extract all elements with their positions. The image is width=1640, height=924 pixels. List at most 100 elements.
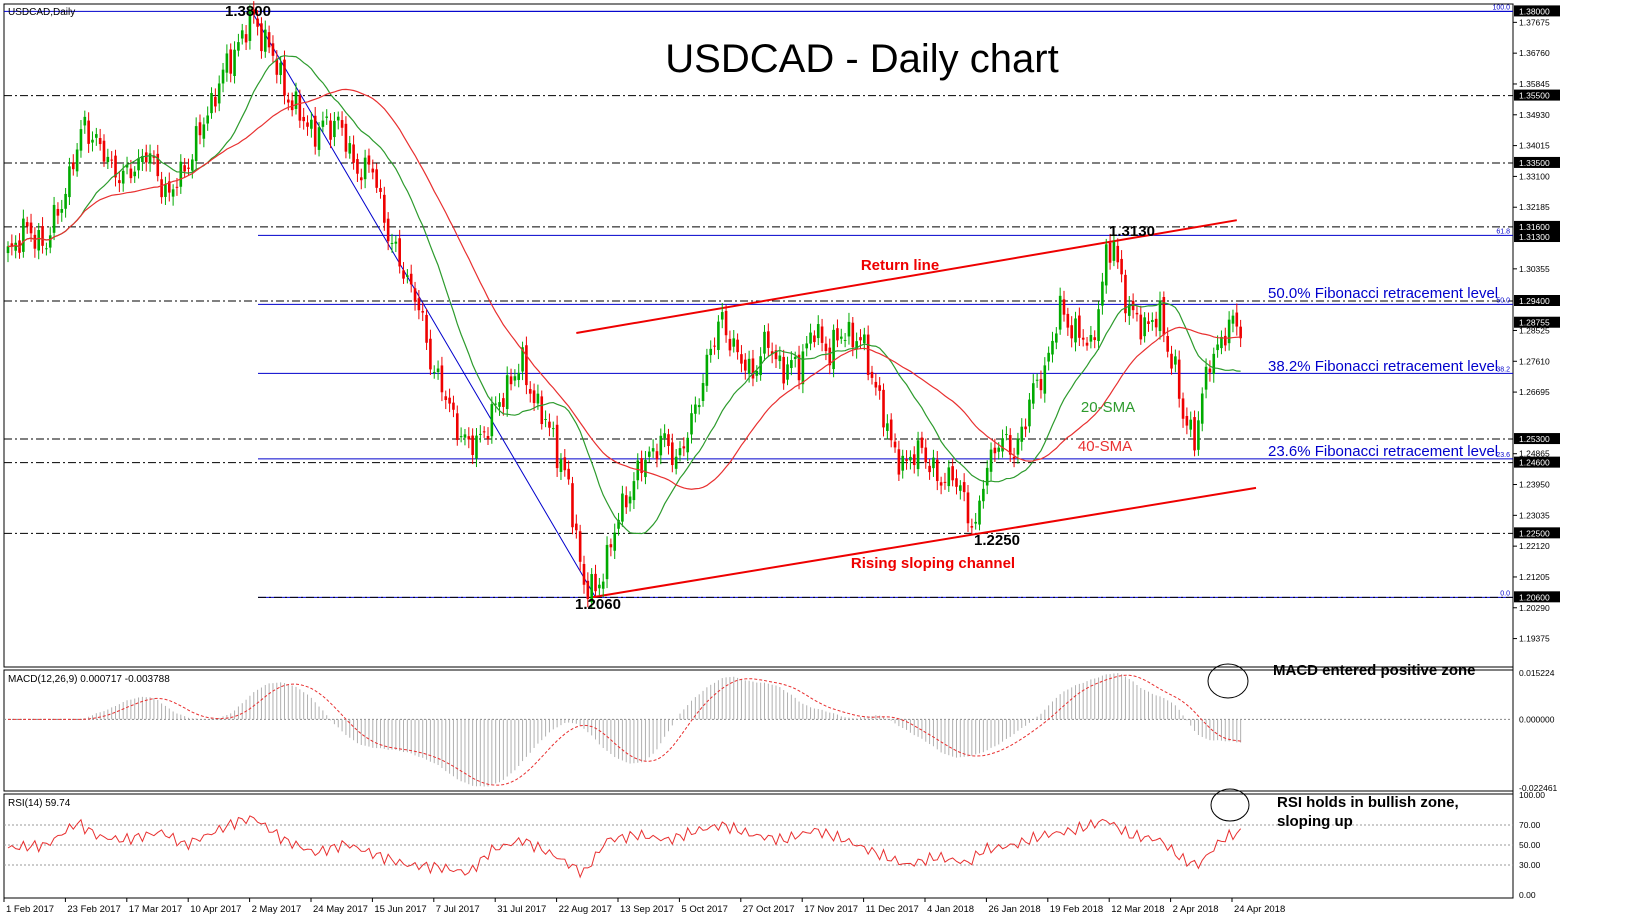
candle-body: [409, 273, 413, 285]
candle-body: [1231, 315, 1235, 324]
candle-body: [843, 339, 847, 341]
price-highlight-label: 1.22500: [1519, 528, 1550, 538]
candle-body: [947, 467, 951, 487]
candle-body: [375, 169, 378, 188]
price-highlight-box: [1514, 591, 1560, 603]
candle-body: [820, 326, 824, 343]
candle-body: [33, 234, 37, 249]
candle-body: [782, 356, 785, 384]
candle-body: [394, 241, 398, 244]
candle-body: [1035, 379, 1039, 381]
candle-body: [398, 238, 401, 267]
price-tick-label: 1.23950: [1519, 480, 1550, 490]
price-tick-label: 1.32185: [1519, 202, 1550, 212]
candle-body: [793, 356, 797, 359]
candle-body: [1154, 318, 1158, 328]
candle-body: [333, 120, 336, 138]
candle-body: [210, 92, 213, 114]
candle-body: [152, 155, 156, 158]
candle-body: [486, 436, 490, 440]
candle-body: [359, 177, 363, 181]
candle-body: [717, 321, 720, 350]
candle-body: [667, 434, 670, 447]
date-label: 10 Apr 2017: [190, 904, 241, 915]
candle-body: [313, 115, 317, 147]
date-label: 11 Dec 2017: [866, 904, 919, 915]
window-title: USDCAD,Daily: [8, 7, 75, 18]
candle-body: [548, 421, 551, 428]
candle-body: [555, 424, 559, 469]
candle-body: [720, 312, 724, 320]
candle-body: [659, 435, 663, 456]
candle-body: [448, 397, 451, 404]
candle-body: [171, 189, 175, 197]
candle-body: [440, 365, 444, 393]
candle-body: [1124, 274, 1127, 314]
candle-body: [1166, 336, 1169, 352]
fib-trend-line: [251, 11, 596, 598]
annotation-1.3800: 1.3800: [225, 3, 271, 20]
candle-body: [6, 246, 10, 254]
candle-body: [1016, 438, 1020, 455]
candle-body: [421, 311, 425, 313]
candle-body: [682, 446, 686, 449]
candle-body: [678, 448, 682, 456]
annotation-1.3130: 1.3130: [1109, 223, 1155, 240]
date-label: 5 Oct 2017: [681, 904, 727, 915]
price-tick-label: 1.34930: [1519, 110, 1550, 120]
candle-body: [68, 166, 71, 198]
candle-body: [279, 62, 282, 76]
sma-20-line: [7, 55, 1241, 535]
candle-body: [590, 574, 593, 603]
candle-body: [632, 481, 636, 501]
candle-body: [91, 139, 94, 143]
candle-body: [191, 159, 194, 171]
candle-body: [828, 347, 832, 366]
candle-body: [156, 153, 160, 177]
rsi-tick-label: 50.00: [1519, 840, 1541, 850]
candle-body: [129, 168, 133, 179]
candle-body: [1012, 456, 1016, 459]
candle-body: [1220, 336, 1223, 349]
candle-body: [663, 433, 666, 439]
candle-body: [498, 402, 501, 407]
candle-body: [559, 459, 563, 472]
candle-body: [1181, 398, 1185, 419]
candle-body: [617, 519, 620, 529]
candle-body: [167, 181, 171, 193]
candle-body: [502, 398, 505, 407]
candle-body: [955, 478, 958, 487]
candle-body: [1227, 319, 1231, 344]
candle-body: [935, 459, 939, 482]
candle-body: [22, 218, 25, 252]
candle-body: [736, 339, 739, 353]
price-highlight-label: 1.31300: [1519, 232, 1550, 242]
candle-body: [874, 381, 878, 388]
price-tick-label: 1.22120: [1519, 541, 1550, 551]
candle-body: [459, 436, 463, 438]
candle-body: [233, 49, 236, 76]
candle-body: [244, 34, 248, 43]
candle-body: [271, 43, 275, 56]
candle-body: [1151, 320, 1154, 322]
rsi-note-line2: sloping up: [1277, 813, 1353, 830]
candle-body: [1127, 304, 1131, 316]
candle-body: [997, 447, 1001, 452]
price-highlight-box: [1514, 220, 1560, 232]
price-highlight-box: [1514, 527, 1560, 539]
price-tick-label: 1.23035: [1519, 510, 1550, 520]
candle-body: [586, 580, 590, 600]
candle-body: [532, 390, 536, 404]
candle-body: [571, 483, 574, 528]
candle-body: [647, 451, 651, 457]
candle-body: [893, 441, 897, 448]
candle-body: [471, 435, 474, 455]
candle-body: [290, 100, 294, 111]
candle-body: [256, 18, 259, 27]
candle-body: [809, 332, 812, 344]
candle-body: [713, 345, 716, 347]
candle-body: [1135, 312, 1139, 315]
candle-body: [225, 53, 229, 73]
candle-body: [344, 123, 348, 152]
price-tick-label: 1.19375: [1519, 634, 1550, 644]
